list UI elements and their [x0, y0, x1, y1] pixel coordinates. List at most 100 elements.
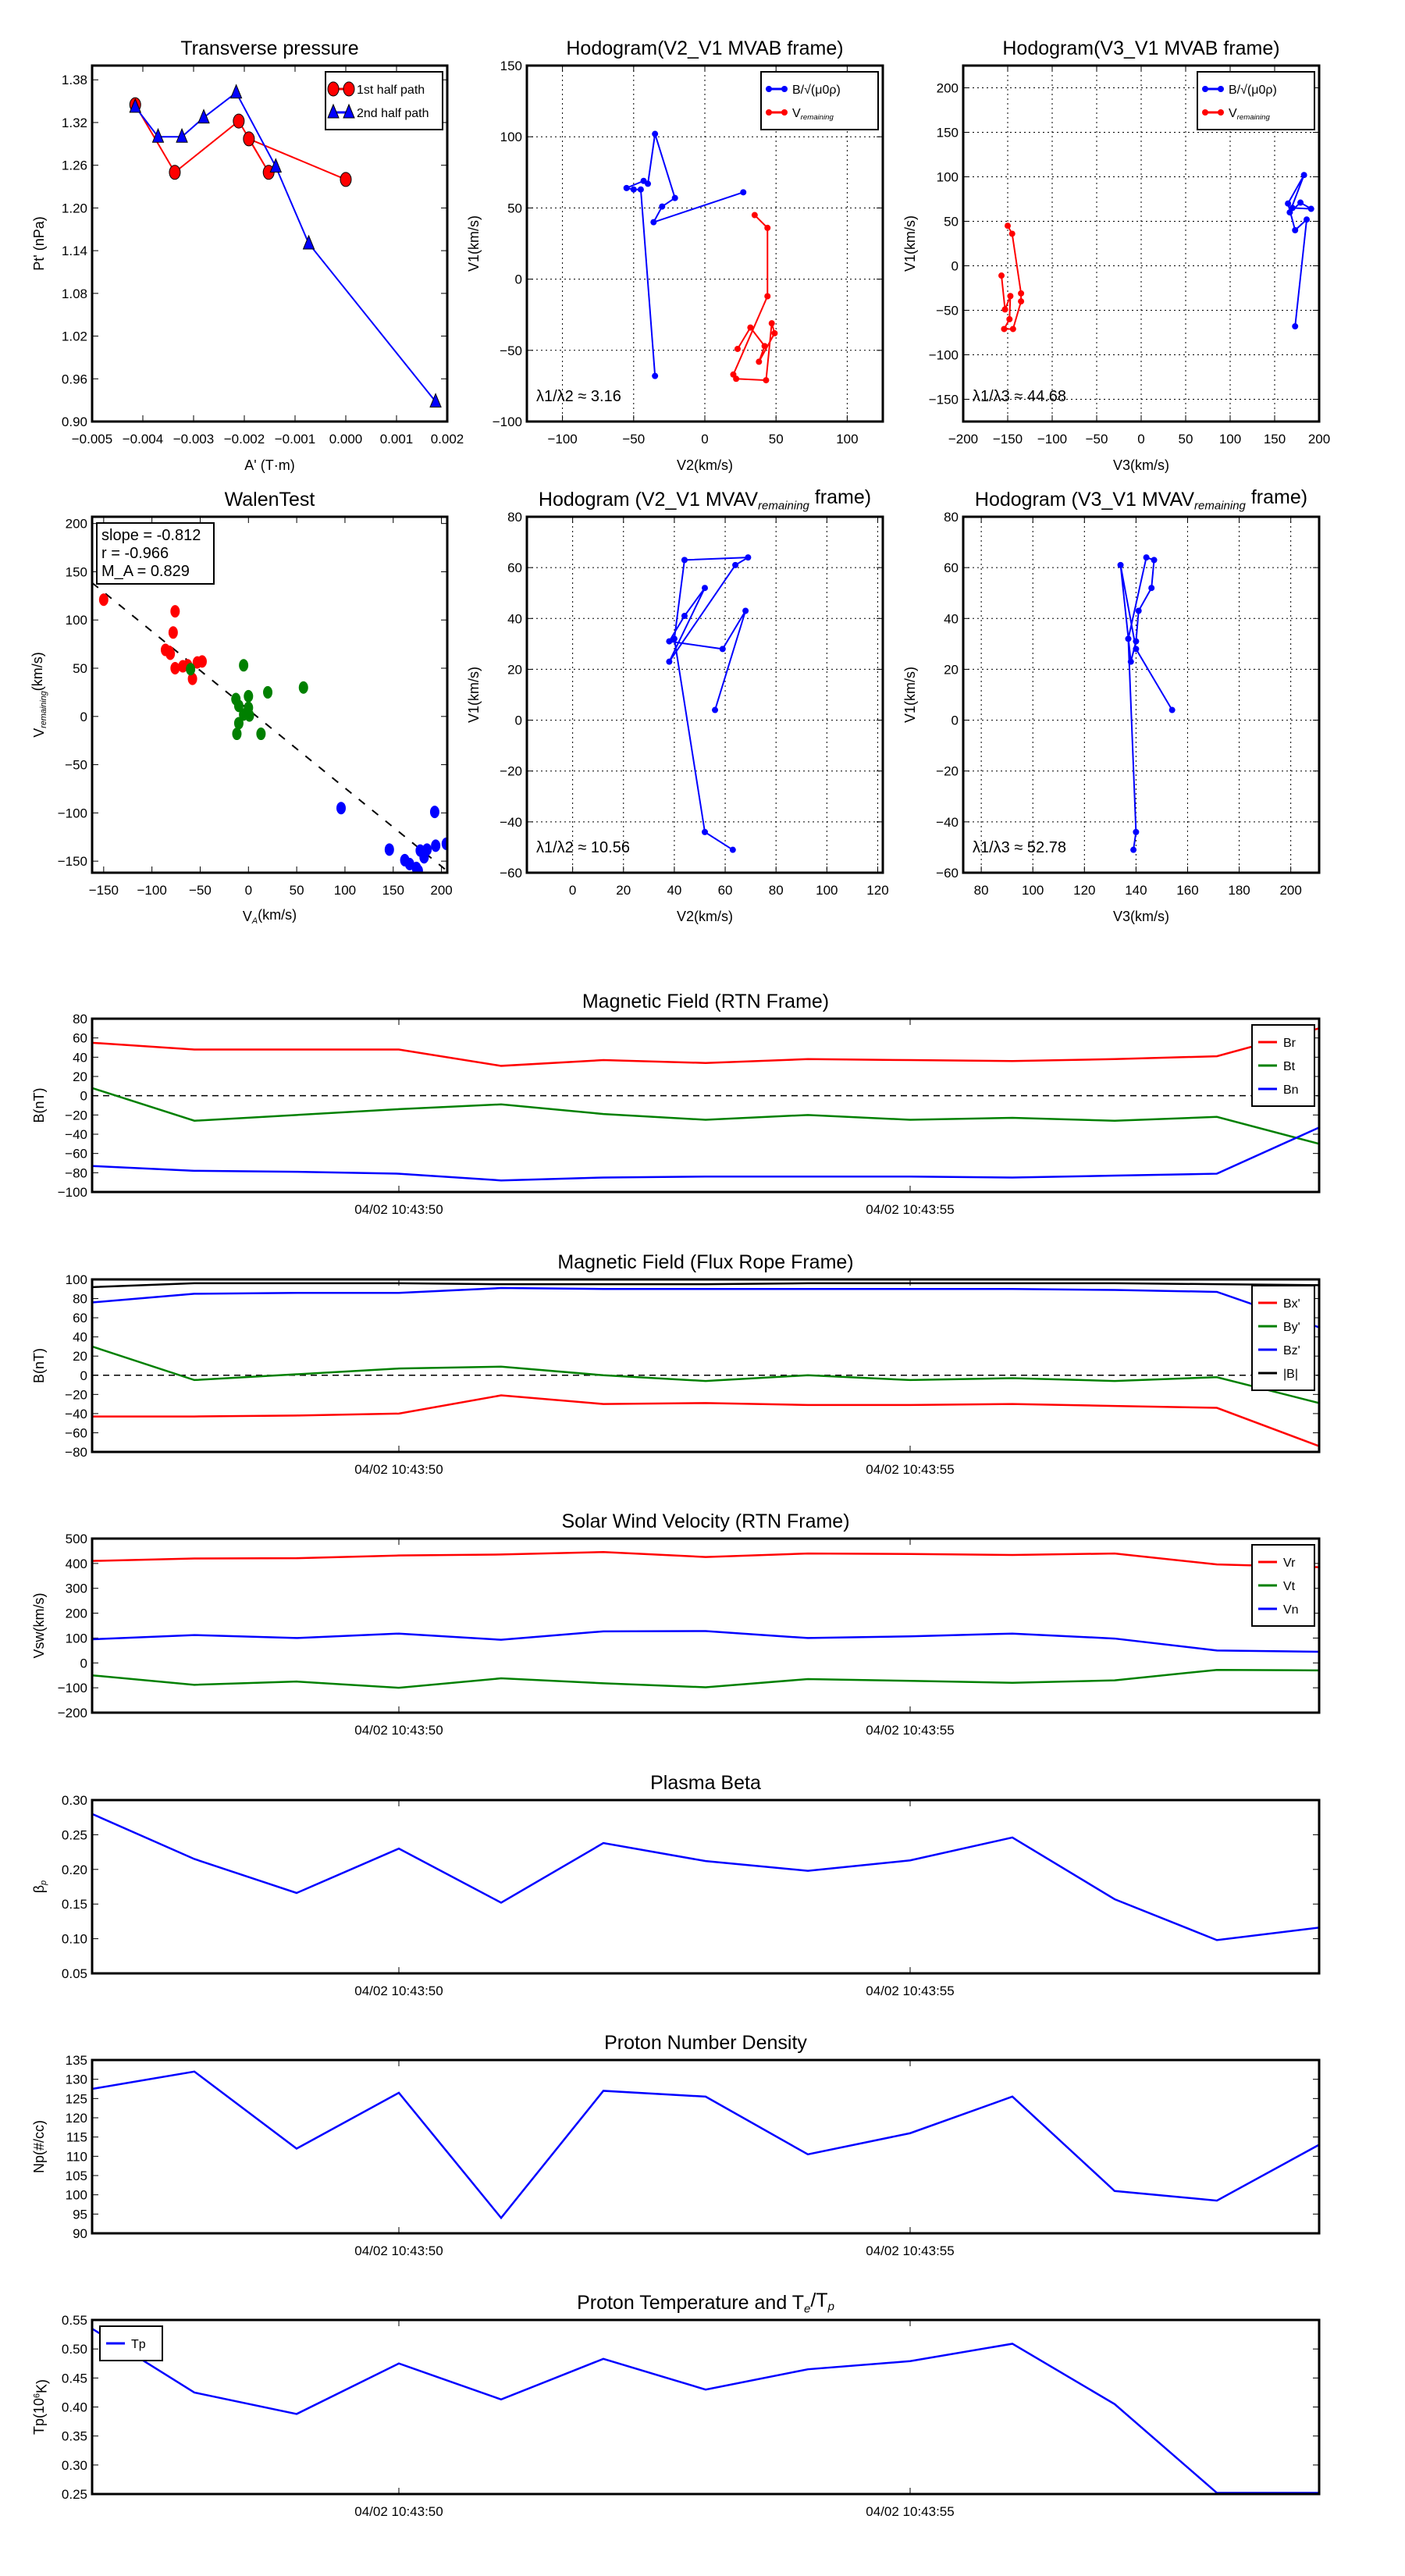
x-tick-label: −0.001 — [275, 432, 315, 447]
data-point — [98, 593, 108, 607]
data-point — [197, 109, 210, 124]
data-point — [740, 189, 747, 196]
legend-marker — [766, 86, 772, 92]
chart-b-rtn: 04/02 10:43:50 04/02 10:43:55 −100 −80 −60 −4… — [31, 991, 1321, 1217]
data-point — [151, 127, 165, 143]
x-tick-label: 04/02 10:43:55 — [866, 1202, 954, 1217]
x-tick-label: −0.005 — [72, 432, 112, 447]
legend-label: 1st half path — [357, 84, 425, 97]
x-tick-label: 04/02 10:43:55 — [866, 2243, 954, 2258]
y-axis-label-part: β — [31, 1885, 47, 1893]
data-point — [1127, 658, 1134, 665]
y-tick-label: 1.26 — [62, 158, 87, 173]
data-point — [419, 851, 429, 864]
legend-label: Br — [1283, 1037, 1297, 1050]
legend-label-part: By' — [1283, 1321, 1300, 1334]
series-line — [92, 1813, 1319, 1941]
chart-title: Transverse pressure — [180, 37, 358, 59]
axes-frame — [91, 2318, 1321, 2496]
x-tick-label: 04/02 10:43:50 — [354, 1984, 443, 1998]
y-tick-label: 95 — [73, 2207, 87, 2222]
y-tick-label: 0 — [80, 710, 87, 724]
series-line — [624, 133, 744, 376]
x-axis-label-part: V3(km/s) — [1113, 909, 1169, 924]
data-point — [751, 212, 758, 219]
y-tick-label: 200 — [66, 1606, 87, 1621]
y-tick-label: 50 — [944, 215, 959, 229]
x-tick-label: 50 — [290, 883, 304, 898]
y-tick-label: 0 — [951, 259, 959, 274]
y-tick-label: −40 — [65, 1407, 87, 1421]
y-axis-label-part: K) — [34, 2379, 50, 2393]
legend-marker — [327, 81, 340, 97]
y-tick-label: 300 — [66, 1582, 87, 1596]
legend-label: B/√(μ0ρ) — [792, 84, 841, 97]
chart-title-part: WalenTest — [225, 489, 315, 511]
x-tick-label: 0 — [1137, 432, 1144, 447]
legend-label: Bn — [1283, 1083, 1299, 1097]
y-tick-label: −100 — [493, 415, 522, 429]
x-tick-label: 0.002 — [431, 432, 464, 447]
y-tick-label: 100 — [66, 1272, 87, 1287]
data-point — [764, 224, 771, 231]
legend-marker — [343, 103, 355, 119]
data-point — [168, 626, 178, 639]
data-point — [1006, 315, 1013, 322]
data-point — [340, 172, 352, 187]
axes-frame — [91, 2058, 1321, 2235]
data-point — [197, 655, 207, 668]
data-point — [630, 186, 637, 193]
data-point — [761, 343, 768, 350]
y-axis-label: V1(km/s) — [902, 667, 918, 723]
y-tick-label: −60 — [65, 1147, 87, 1162]
stats-line: slope = -0.812 — [101, 527, 201, 544]
series-line — [667, 557, 749, 851]
y-tick-label: 90 — [73, 2226, 87, 2241]
data-point — [170, 605, 180, 618]
legend-label-part: V — [1229, 107, 1237, 120]
y-tick-label: 1.20 — [62, 201, 87, 215]
x-tick-label: 04/02 10:43:50 — [354, 1723, 443, 1738]
series-br — [92, 1027, 1319, 1067]
data-point — [742, 607, 749, 614]
x-tick-label: 50 — [1179, 432, 1193, 447]
y-tick-label: 0.35 — [62, 2429, 87, 2444]
y-axis-label: V1(km/s) — [902, 215, 918, 272]
y-tick-label: 20 — [73, 1069, 87, 1084]
data-point — [1135, 607, 1142, 614]
x-tick-label: −0.003 — [173, 432, 214, 447]
y-tick-label: −80 — [65, 1165, 87, 1180]
series-line — [92, 1126, 1319, 1182]
legend-label: B/√(μ0ρ) — [1229, 84, 1277, 97]
y-tick-label: 135 — [66, 2053, 87, 2068]
data-point — [186, 663, 196, 676]
data-point — [1009, 326, 1016, 333]
data-point — [232, 728, 242, 741]
y-tick-label: 0.05 — [62, 1966, 87, 1981]
x-tick-label: 04/02 10:43:55 — [866, 1723, 954, 1738]
data-point — [263, 685, 273, 699]
series-2nd-half-path — [129, 84, 442, 407]
chart-title-part: Solar Wind Velocity (RTN Frame) — [561, 1510, 849, 1532]
series-vn — [92, 1630, 1319, 1653]
legend-label-sub: remaining — [1237, 113, 1271, 122]
chart-title-part: Hodogram(V2_V1 MVAB frame) — [566, 37, 843, 59]
y-axis-label-part: V1(km/s) — [466, 667, 482, 723]
legend: Bx' By' Bz' |B| — [1251, 1285, 1315, 1391]
x-tick-label: 100 — [836, 432, 858, 447]
y-tick-label: 0.10 — [62, 1932, 87, 1947]
y-tick-label: 40 — [944, 611, 959, 626]
x-tick-label: 0 — [701, 432, 708, 447]
axes-frame — [525, 515, 884, 874]
data-point — [1292, 226, 1299, 233]
data-point — [652, 372, 659, 379]
y-tick-label: 50 — [507, 201, 522, 215]
x-tick-label: 0.000 — [329, 432, 363, 447]
y-tick-label: 100 — [66, 2188, 87, 2203]
axes-frame — [525, 64, 884, 423]
data-point — [1285, 200, 1292, 207]
legend-label-part: Bz' — [1283, 1344, 1300, 1357]
y-axis-label: Np(#/cc) — [31, 2120, 47, 2173]
chart-hodogram-v2-v1-mvav: 0 20 40 60 80 100 120 −60 −40 −20 0 20 40 60 80 Hodogra… — [466, 486, 889, 924]
x-tick-label: 100 — [334, 883, 356, 898]
